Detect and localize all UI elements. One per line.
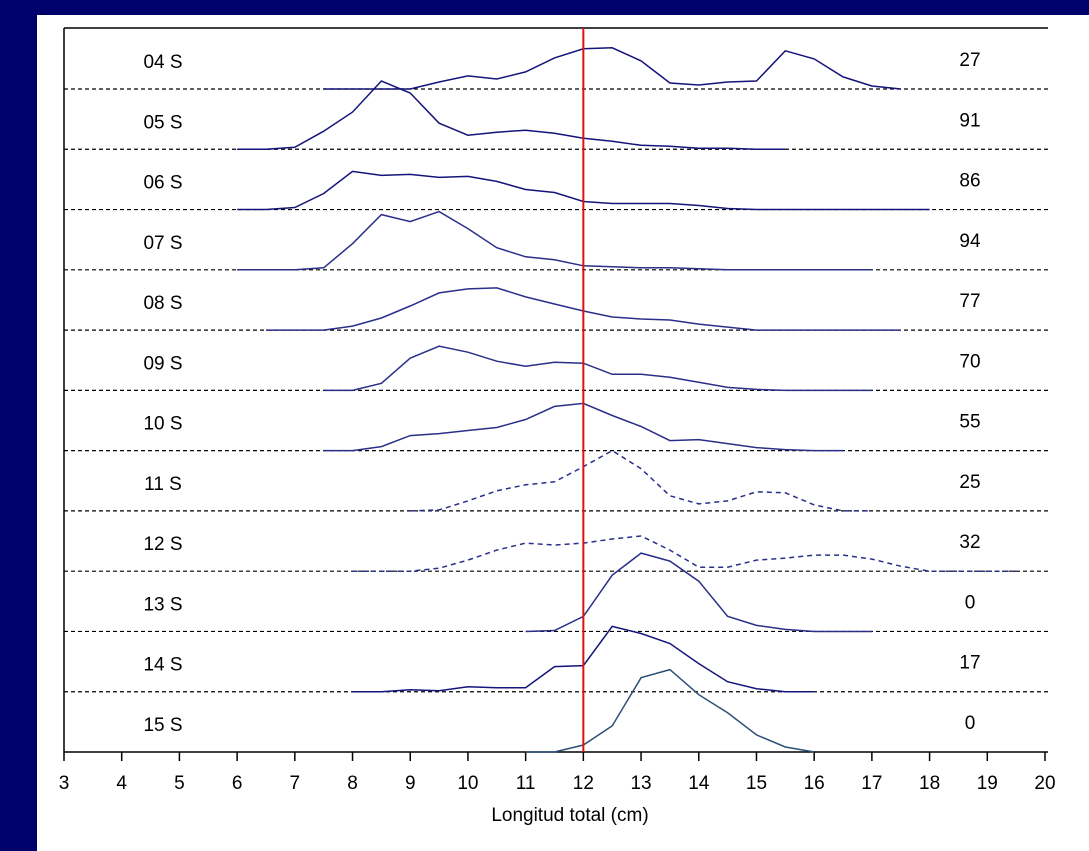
x-tick-label: 11 <box>516 773 536 794</box>
x-tick-label: 3 <box>59 773 70 794</box>
x-tick-label: 12 <box>573 773 594 794</box>
x-tick-label: 17 <box>861 773 882 794</box>
row-label: 11 S <box>144 474 182 495</box>
row-label: 07 S <box>143 233 182 254</box>
x-tick-label: 9 <box>405 773 416 794</box>
x-tick-label: 6 <box>232 773 243 794</box>
ridge-line <box>323 47 901 90</box>
x-tick-label: 14 <box>688 773 710 794</box>
row-count: 55 <box>959 412 980 433</box>
x-tick-label: 20 <box>1034 773 1055 794</box>
panel <box>37 15 1089 851</box>
x-tick-label: 19 <box>977 773 998 794</box>
x-tick-label: 13 <box>630 773 651 794</box>
row-label: 14 S <box>143 655 182 676</box>
row-count: 25 <box>959 472 980 493</box>
row-count: 27 <box>959 50 980 71</box>
x-tick-label: 7 <box>290 773 301 794</box>
row-label: 15 S <box>143 715 182 736</box>
ridge-line <box>410 449 872 512</box>
row-label: 04 S <box>143 52 182 73</box>
x-tick-label: 8 <box>347 773 358 794</box>
x-tick-label: 16 <box>804 773 825 794</box>
row-count: 32 <box>959 532 980 553</box>
ridge-line <box>237 80 786 151</box>
row-count: 0 <box>965 592 976 613</box>
x-tick-label: 15 <box>746 773 767 794</box>
row-label: 05 S <box>143 112 182 133</box>
row-label: 08 S <box>143 293 182 314</box>
x-axis-title: Longitud total (cm) <box>491 805 648 826</box>
ridge-line <box>237 210 872 271</box>
x-tick-label: 4 <box>116 773 127 794</box>
row-count: 91 <box>959 110 980 131</box>
row-label: 06 S <box>143 173 182 194</box>
row-count: 77 <box>959 291 980 312</box>
x-tick-label: 18 <box>919 773 940 794</box>
row-count: 17 <box>959 653 980 674</box>
row-count: 70 <box>959 351 980 372</box>
row-count: 0 <box>965 713 976 734</box>
row-label: 10 S <box>143 414 182 435</box>
row-label: 12 S <box>143 534 182 555</box>
x-tick-label: 10 <box>457 773 478 794</box>
row-label: 09 S <box>143 353 182 374</box>
row-count: 94 <box>959 231 981 252</box>
ridge-line <box>352 535 1017 572</box>
x-tick-label: 5 <box>174 773 185 794</box>
ridge-line <box>323 345 872 392</box>
row-label: 13 S <box>143 594 182 615</box>
ridge-line <box>525 668 815 753</box>
row-count: 86 <box>959 171 980 192</box>
